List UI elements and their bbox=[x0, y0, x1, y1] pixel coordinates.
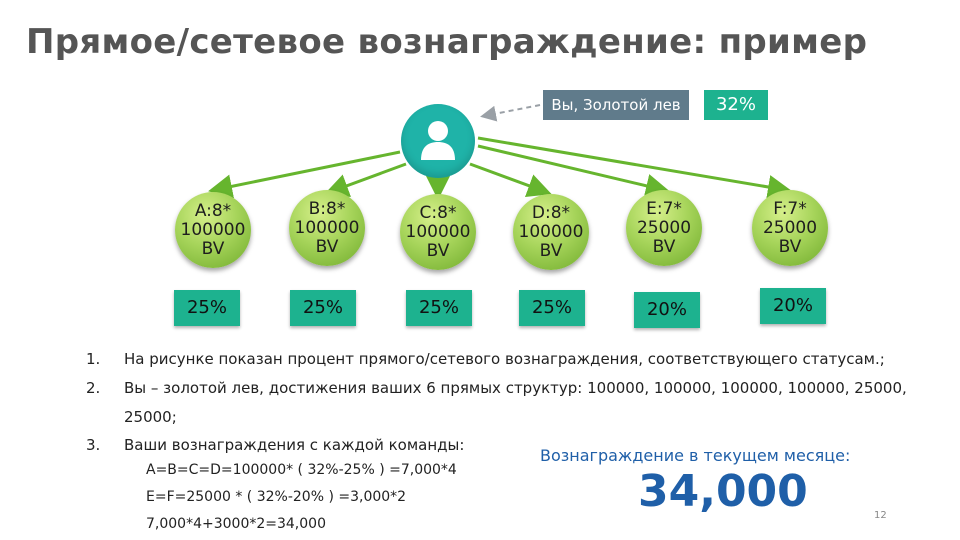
arrow-to-a bbox=[208, 150, 401, 199]
you-avatar bbox=[401, 104, 475, 178]
node-c: C:8* 100000 BV bbox=[400, 194, 476, 270]
node-volume: 25000 bbox=[762, 217, 818, 238]
arrow-to-e bbox=[477, 144, 670, 198]
arrow-to-b bbox=[324, 162, 407, 198]
you-label: Вы, Золотой лев bbox=[543, 90, 689, 120]
node-unit: BV bbox=[315, 236, 339, 257]
list-text: Ваши вознаграждения с каждой команды: bbox=[124, 436, 465, 454]
calculation-line: E=F=25000 * ( 32%-20% ) =3,000*2 bbox=[146, 489, 407, 505]
percent-badge-b: 25% bbox=[290, 290, 356, 326]
node-a: A:8* 100000 BV bbox=[175, 192, 251, 268]
page-number: 12 bbox=[874, 510, 887, 521]
list-number: 1. bbox=[86, 350, 101, 368]
node-volume: 100000 bbox=[294, 217, 360, 238]
node-name: F:7* bbox=[773, 198, 807, 219]
node-volume: 100000 bbox=[180, 219, 246, 240]
node-name: C:8* bbox=[419, 202, 457, 223]
percent-badge-c: 25% bbox=[406, 290, 472, 326]
node-f: F:7* 25000 BV bbox=[752, 190, 828, 266]
you-percent-badge: 32% bbox=[704, 90, 768, 120]
node-unit: BV bbox=[201, 238, 225, 259]
list-text: 25000; bbox=[124, 408, 177, 426]
user-icon bbox=[421, 121, 455, 160]
node-unit: BV bbox=[539, 240, 563, 261]
percent-badge-e: 20% bbox=[634, 292, 700, 328]
node-b: B:8* 100000 BV bbox=[289, 190, 365, 266]
calculation-line: 7,000*4+3000*2=34,000 bbox=[146, 516, 326, 532]
reward-value: 34,000 bbox=[638, 466, 808, 517]
list-number: 3. bbox=[86, 436, 101, 454]
node-name: B:8* bbox=[308, 198, 346, 219]
node-name: E:7* bbox=[646, 198, 682, 219]
arrow-to-d bbox=[469, 162, 552, 198]
node-unit: BV bbox=[426, 240, 450, 261]
node-volume: 100000 bbox=[518, 221, 584, 242]
node-name: A:8* bbox=[194, 200, 232, 221]
percent-badge-a: 25% bbox=[174, 290, 240, 326]
percent-badge-f: 20% bbox=[760, 288, 826, 324]
node-d: D:8* 100000 BV bbox=[513, 194, 589, 270]
node-volume: 100000 bbox=[405, 221, 471, 242]
calculation-line: A=B=C=D=100000* ( 32%-25% ) =7,000*4 bbox=[146, 462, 457, 478]
list-text: Вы – золотой лев, достижения ваших 6 пря… bbox=[124, 379, 907, 397]
node-volume: 25000 bbox=[636, 217, 692, 238]
arrow-to-f bbox=[477, 136, 792, 199]
pointer-arrow bbox=[480, 104, 541, 122]
percent-badge-d: 25% bbox=[519, 290, 585, 326]
node-e: E:7* 25000 BV bbox=[626, 190, 702, 266]
list-number: 2. bbox=[86, 379, 101, 397]
node-name: D:8* bbox=[531, 202, 571, 223]
reward-label: Вознаграждение в текущем месяце: bbox=[540, 446, 851, 465]
node-unit: BV bbox=[652, 236, 676, 257]
page-title: Прямое/сетевое вознаграждение: пример bbox=[26, 22, 868, 62]
node-unit: BV bbox=[778, 236, 802, 257]
list-text: На рисунке показан процент прямого/сетев… bbox=[124, 350, 885, 368]
